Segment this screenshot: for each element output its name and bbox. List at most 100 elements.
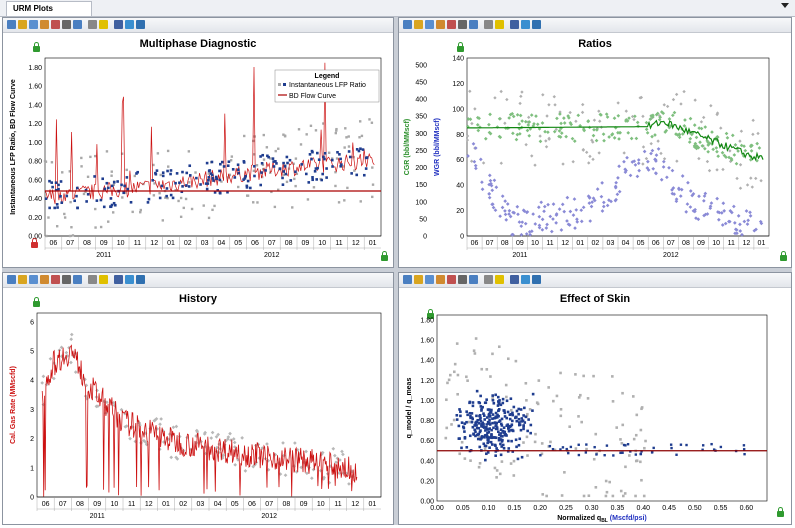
skin-point [458, 437, 461, 440]
select-icon[interactable] [7, 275, 16, 284]
zoom-out-icon[interactable] [51, 20, 60, 29]
skin-point [701, 444, 705, 447]
lock-icon[interactable] [381, 251, 388, 261]
lock-icon[interactable] [777, 507, 784, 517]
lfp-ratio-point [311, 176, 314, 179]
skin-gray-point [466, 379, 469, 382]
settings-icon[interactable] [114, 20, 123, 29]
lfp-ratio-point [227, 160, 231, 164]
lfp-ratio-point [175, 172, 179, 175]
skin-point [710, 442, 713, 446]
preview-icon[interactable] [73, 20, 82, 29]
select-icon[interactable] [7, 20, 16, 29]
preview-icon[interactable] [73, 275, 82, 284]
preview-icon[interactable] [469, 20, 478, 29]
preview-icon[interactable] [469, 275, 478, 284]
y-left-tick-label: 450 [415, 79, 427, 86]
skin-gray-point [489, 375, 492, 378]
zoom-out-icon[interactable] [447, 275, 456, 284]
zoom-icon[interactable] [18, 275, 27, 284]
export-icon[interactable] [136, 20, 145, 29]
radiation-icon[interactable] [495, 275, 504, 284]
zoom-in-icon[interactable] [40, 275, 49, 284]
settings-icon[interactable] [510, 275, 519, 284]
tab-urm-plots[interactable]: URM Plots [6, 1, 92, 16]
skin-point [481, 421, 484, 425]
zoom-icon[interactable] [414, 275, 423, 284]
plots-area: Multiphase Diagnostic 0.00 0.20 0.40 0.60 0.… [2, 17, 792, 525]
select-icon[interactable] [403, 275, 412, 284]
skin-point [494, 421, 497, 425]
filter-icon[interactable] [125, 275, 134, 284]
zoom-icon[interactable] [414, 20, 423, 29]
skin-point [480, 409, 483, 412]
lock-icon[interactable] [780, 251, 787, 261]
lock-icon[interactable] [457, 42, 464, 52]
skin-point [471, 425, 475, 429]
lfp-gray-point [229, 159, 233, 162]
skin-gray-point [495, 476, 498, 479]
x-tick-label: 11 [128, 501, 135, 508]
lfp-ratio-point [260, 171, 263, 174]
zoom-in-icon[interactable] [436, 20, 445, 29]
skin-gray-point [506, 357, 510, 361]
export-icon[interactable] [136, 275, 145, 284]
copy-icon[interactable] [88, 275, 97, 284]
skin-point [510, 423, 514, 427]
select-icon[interactable] [403, 20, 412, 29]
zoom-box-icon[interactable] [29, 20, 38, 29]
lfp-gray-point [334, 131, 337, 135]
copy-icon[interactable] [484, 20, 493, 29]
lfp-ratio-point [218, 178, 222, 182]
lfp-gray-point [133, 174, 137, 178]
skin-gray-point [474, 337, 478, 340]
zoom-box-icon[interactable] [425, 20, 434, 29]
export-icon[interactable] [532, 275, 541, 284]
x-tick-label: 0.60 [740, 505, 754, 512]
skin-point [478, 430, 482, 434]
skin-point [577, 443, 580, 446]
wgr-point [572, 197, 577, 201]
skin-gray-point [444, 436, 448, 440]
lock-icon[interactable] [33, 297, 40, 307]
zoom-box-icon[interactable] [425, 275, 434, 284]
copy-icon[interactable] [484, 275, 493, 284]
lfp-gray-point [111, 211, 115, 214]
settings-icon[interactable] [114, 275, 123, 284]
lock-icon[interactable] [33, 42, 40, 52]
print-icon[interactable] [458, 20, 467, 29]
filter-icon[interactable] [521, 20, 530, 29]
wgr-point [727, 219, 731, 224]
cgr-point [707, 141, 712, 146]
y-left-tick-label: 150 [415, 182, 427, 189]
skin-point [584, 451, 588, 454]
lock-icon[interactable] [427, 309, 434, 319]
gray-point [465, 134, 470, 138]
history-gray-point [334, 460, 338, 465]
gray-point [571, 160, 575, 164]
zoom-icon[interactable] [18, 20, 27, 29]
zoom-in-icon[interactable] [436, 275, 445, 284]
zoom-out-icon[interactable] [447, 20, 456, 29]
zoom-out-icon[interactable] [51, 275, 60, 284]
print-icon[interactable] [458, 275, 467, 284]
radiation-icon[interactable] [495, 20, 504, 29]
skin-point [502, 426, 506, 429]
copy-icon[interactable] [88, 20, 97, 29]
skin-gray-point [640, 406, 644, 409]
print-icon[interactable] [62, 275, 71, 284]
chevron-down-icon[interactable] [781, 3, 789, 8]
settings-icon[interactable] [510, 20, 519, 29]
filter-icon[interactable] [125, 20, 134, 29]
radiation-icon[interactable] [99, 20, 108, 29]
lock-icon[interactable] [31, 238, 38, 248]
skin-gray-point [582, 494, 586, 498]
filter-icon[interactable] [521, 275, 530, 284]
lfp-gray-point [61, 171, 64, 174]
x-tick-label: 10 [318, 240, 326, 247]
zoom-in-icon[interactable] [40, 20, 49, 29]
export-icon[interactable] [532, 20, 541, 29]
radiation-icon[interactable] [99, 275, 108, 284]
print-icon[interactable] [62, 20, 71, 29]
zoom-box-icon[interactable] [29, 275, 38, 284]
